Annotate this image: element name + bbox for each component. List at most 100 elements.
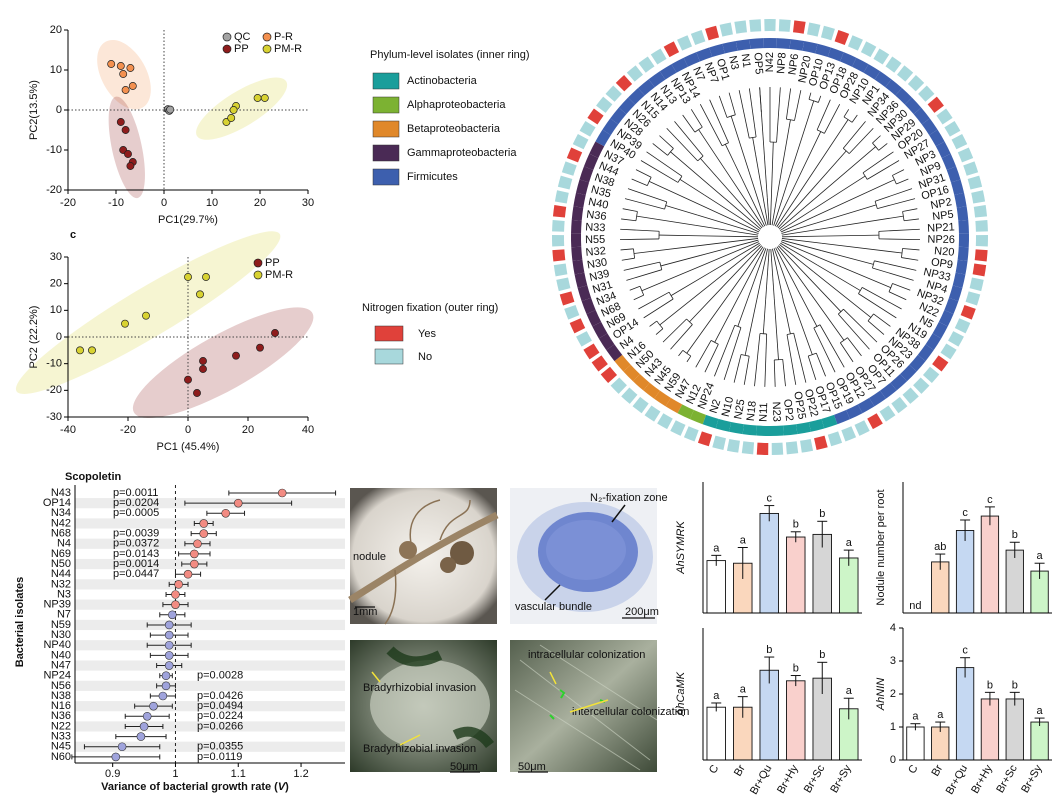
- tree-branch: [851, 114, 858, 123]
- tree-branch: [776, 119, 791, 197]
- tree-branch: [649, 181, 701, 206]
- micrograph-label: Bradyrhizobial invasion: [363, 743, 476, 755]
- tree-branch: [770, 197, 772, 226]
- phylum-ring-segment: [610, 107, 627, 125]
- point: [171, 600, 180, 609]
- micrograph-label: intercellular colonization: [572, 706, 689, 718]
- tree-branch: [779, 244, 815, 273]
- row-label: N34: [51, 507, 71, 519]
- tree-branch: [659, 234, 697, 237]
- x-tick-label: 1.1: [231, 768, 246, 780]
- phylum-ring-segment: [602, 118, 619, 136]
- significance-letter: b: [987, 679, 993, 691]
- point: [196, 290, 204, 299]
- row-label: N42: [51, 517, 71, 529]
- phylum-ring-segment: [577, 285, 592, 302]
- tree-branch: [819, 215, 904, 230]
- phylum-ring-segment: [665, 397, 683, 414]
- tree-branch: [730, 246, 764, 292]
- point: [116, 62, 125, 70]
- phylum-ring-segment: [702, 414, 719, 429]
- row-label: N33: [51, 731, 71, 743]
- phylum-ring-segment: [575, 179, 590, 195]
- bar: [980, 515, 1000, 614]
- tree-branch: [733, 354, 742, 383]
- tree-branch: [816, 204, 877, 224]
- nfix-ring-square: [963, 161, 979, 176]
- significance-letter: b: [793, 519, 799, 531]
- legend-label: PM-R: [274, 43, 302, 55]
- row-label: N32: [51, 578, 71, 590]
- tree-branch: [738, 247, 765, 296]
- phylum-ring-segment: [921, 118, 938, 136]
- leaf-label: OP5: [751, 52, 764, 75]
- nfix-ring-square: [600, 366, 618, 384]
- y-tick-label: 1: [890, 721, 896, 733]
- y-tick-label: -20: [46, 384, 62, 396]
- x-axis-label-part: ): [285, 781, 289, 793]
- bar: [1030, 721, 1049, 761]
- phylum-ring-segment: [958, 233, 969, 248]
- tree-branch: [776, 200, 795, 228]
- nfix-ring-square: [932, 355, 949, 372]
- tree-branch: [808, 278, 842, 312]
- phylum-ring-segment: [632, 374, 650, 391]
- nfix-ring-square: [820, 25, 835, 41]
- phylum-ring-segment: [821, 414, 838, 429]
- tree-branch: [781, 238, 822, 244]
- tree-branch: [773, 196, 784, 226]
- y-tick-label: -10: [46, 358, 62, 370]
- nfix-ring-square: [867, 413, 883, 430]
- bar: [706, 560, 726, 614]
- point: [121, 126, 130, 134]
- tree-branch: [694, 126, 703, 133]
- phylum-ring-segment: [571, 246, 583, 261]
- tree-branch: [848, 127, 874, 154]
- p-value-label: p=0.0014: [113, 558, 159, 570]
- row-band: [75, 619, 345, 631]
- tree-branch: [744, 157, 767, 226]
- tree-branch: [737, 298, 749, 327]
- legend-marker: [253, 258, 263, 268]
- tree-branch: [760, 112, 768, 198]
- nfix-ring-square: [885, 56, 902, 73]
- micrograph-label: vascular bundle: [515, 601, 592, 613]
- tree-branch: [636, 215, 696, 226]
- tree-branch: [777, 203, 801, 229]
- phylum-ring-segment: [950, 179, 965, 195]
- nfix-ring-square: [954, 318, 971, 334]
- p-value-label: p=0.0204: [113, 497, 159, 509]
- row-label: N40: [51, 649, 71, 661]
- tree-branch: [766, 197, 770, 226]
- tree-branch: [734, 162, 766, 227]
- tree-branch: [838, 313, 870, 350]
- point: [277, 488, 287, 498]
- row-label: OP14: [43, 497, 71, 509]
- phylum-ring-segment: [840, 52, 857, 67]
- point: [166, 105, 175, 114]
- x-tick-label: C: [906, 763, 920, 776]
- micrograph-label: N₂-fixation zone: [590, 492, 668, 504]
- tree-branch: [847, 337, 862, 357]
- micrograph-section: [510, 488, 657, 624]
- x-tick-label: Br+Sc: [994, 763, 1020, 796]
- bar: [706, 706, 726, 761]
- significance-letter: c: [962, 645, 968, 657]
- legend-label: Betaproteobacteria: [407, 123, 501, 135]
- tree-branch: [872, 135, 881, 144]
- tree-branch: [902, 248, 920, 251]
- phylum-ring-segment: [722, 40, 738, 54]
- row-band: [75, 721, 345, 732]
- nfix-ring-square: [557, 175, 573, 190]
- tree-branch: [789, 293, 813, 355]
- point: [227, 114, 236, 122]
- point: [199, 357, 207, 365]
- phylum-ring-segment: [932, 321, 948, 339]
- tree-branch: [799, 150, 847, 204]
- phylum-ring-segment: [729, 421, 744, 435]
- phylum-ring-segment: [581, 297, 596, 314]
- tree-branch: [780, 241, 820, 259]
- phylum-ring-segment: [583, 153, 599, 170]
- tree-branch: [803, 283, 845, 341]
- significance-letter: b: [766, 644, 772, 656]
